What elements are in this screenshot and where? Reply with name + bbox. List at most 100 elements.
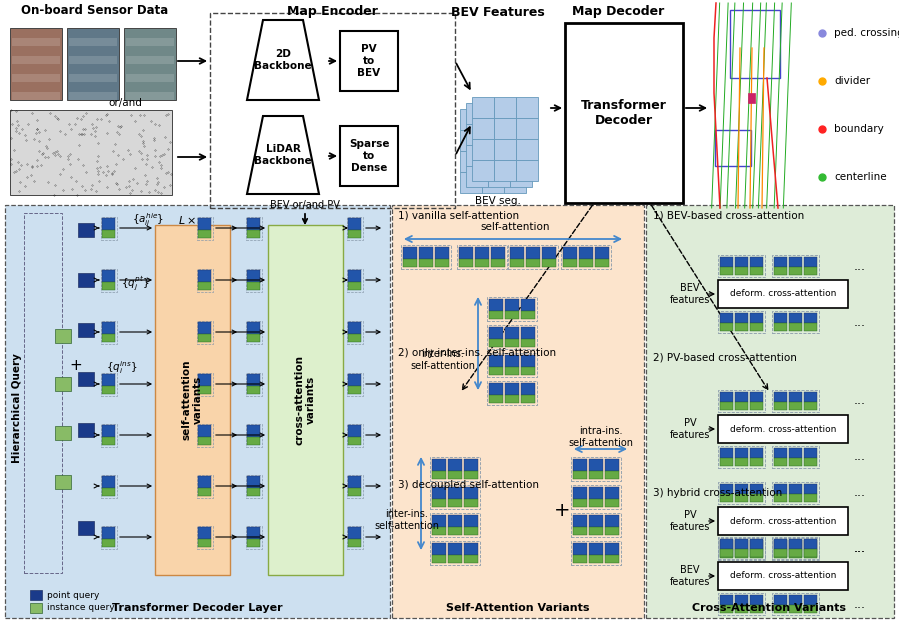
Bar (735, 448, 748, 459)
Bar (69, 74, 117, 82)
Bar (526, 247, 540, 259)
Text: BEV Features: BEV Features (451, 6, 545, 19)
Text: self-attention: self-attention (480, 222, 550, 232)
Bar (55, 475, 71, 489)
Bar (521, 338, 535, 347)
Bar (735, 540, 748, 551)
Text: $\{a_{ij}^{hie}\}$: $\{a_{ij}^{hie}\}$ (132, 211, 165, 229)
Bar (464, 498, 478, 507)
Bar (804, 323, 817, 331)
Bar (24, 213, 62, 573)
Bar (348, 425, 361, 437)
Bar (55, 426, 71, 440)
Bar (735, 595, 748, 606)
Bar (126, 38, 174, 46)
Bar (774, 540, 787, 551)
Bar (457, 245, 507, 269)
Bar (197, 269, 212, 292)
Bar (718, 482, 765, 504)
Bar (735, 539, 748, 549)
Bar (720, 495, 733, 502)
Bar (571, 457, 621, 481)
Bar (573, 526, 587, 535)
Bar (448, 459, 462, 470)
Bar (126, 92, 174, 100)
Bar (78, 521, 94, 535)
Bar (774, 313, 787, 323)
Bar (750, 540, 763, 551)
Bar (102, 539, 115, 547)
Bar (69, 92, 117, 100)
Bar (460, 109, 482, 130)
Bar (464, 554, 478, 563)
Bar (69, 38, 117, 46)
Bar (494, 160, 516, 181)
Bar (750, 606, 763, 613)
Bar (464, 470, 478, 479)
Bar (789, 484, 802, 495)
Text: 1) vanilla self-attention: 1) vanilla self-attention (398, 211, 519, 221)
Bar (735, 257, 748, 267)
Bar (718, 255, 765, 277)
Bar (487, 297, 537, 321)
Bar (505, 327, 519, 338)
Bar (487, 353, 537, 377)
Bar (102, 374, 115, 386)
Bar (198, 488, 211, 496)
Bar (482, 151, 504, 172)
Bar (573, 543, 587, 554)
Text: cross-attention
variants: cross-attention variants (294, 355, 316, 445)
Text: ped. crossing: ped. crossing (834, 28, 899, 38)
Bar (804, 392, 817, 402)
Bar (605, 498, 619, 507)
Text: 2D
Backbone: 2D Backbone (254, 49, 312, 71)
Text: +: + (69, 358, 83, 373)
Bar (605, 487, 619, 498)
Bar (489, 355, 503, 366)
Bar (772, 482, 819, 504)
Bar (430, 513, 480, 537)
Bar (247, 386, 260, 394)
Bar (789, 257, 802, 267)
Bar (472, 97, 494, 118)
Bar (432, 498, 446, 507)
Bar (774, 484, 787, 495)
Bar (772, 311, 819, 333)
Text: deform. cross-attention: deform. cross-attention (730, 424, 836, 434)
Bar (102, 488, 115, 496)
Bar (516, 160, 538, 181)
Bar (101, 373, 117, 396)
Bar (750, 595, 763, 606)
Text: Cross-Attention Variants: Cross-Attention Variants (692, 603, 846, 613)
Bar (448, 515, 462, 526)
Bar (197, 373, 212, 396)
Bar (735, 313, 748, 323)
Bar (348, 270, 361, 282)
Bar (718, 280, 848, 308)
Bar (750, 539, 763, 549)
Bar (102, 386, 115, 394)
Bar (435, 259, 449, 267)
Bar (646, 205, 894, 618)
Text: Map Decoder: Map Decoder (572, 6, 664, 19)
Bar (720, 313, 733, 323)
Bar (774, 459, 787, 466)
Bar (720, 459, 733, 466)
Bar (488, 166, 510, 187)
Bar (789, 549, 802, 557)
Text: Sparse
to
Dense: Sparse to Dense (349, 140, 389, 173)
Bar (247, 488, 260, 496)
Bar (126, 56, 174, 64)
Bar (472, 160, 494, 181)
Text: BEV seg.: BEV seg. (475, 196, 521, 206)
Bar (505, 355, 519, 366)
Bar (348, 488, 361, 496)
Bar (198, 270, 211, 282)
Bar (720, 402, 733, 410)
Bar (774, 595, 787, 606)
Bar (432, 487, 446, 498)
Bar (720, 267, 733, 275)
Bar (804, 267, 817, 275)
Bar (448, 498, 462, 507)
Bar (460, 151, 482, 172)
